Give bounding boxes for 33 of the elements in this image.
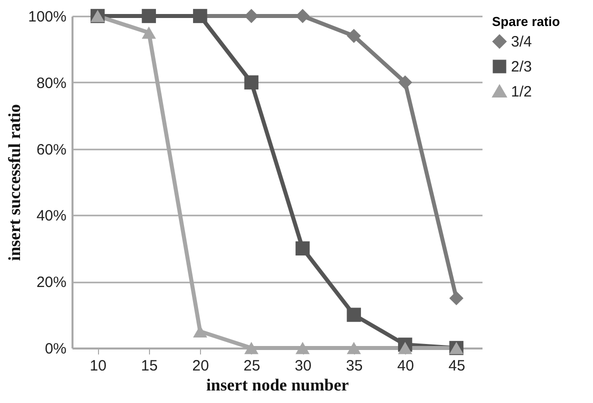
x-tick-label: 40	[397, 358, 414, 374]
x-tick-label: 30	[294, 358, 312, 374]
legend-label: 2/3	[511, 58, 532, 76]
point	[449, 291, 464, 306]
point	[346, 342, 361, 354]
y-tick-label: 100%	[28, 8, 66, 26]
x-tick-label: 20	[192, 358, 209, 374]
legend-label: 3/4	[511, 34, 532, 50]
point	[296, 342, 310, 354]
point	[244, 8, 258, 24]
y-tick-label: 0%	[44, 340, 66, 358]
legend-title: Spare ratio	[492, 14, 560, 29]
legend-label: 1/2	[511, 84, 532, 100]
point	[346, 308, 361, 322]
point	[346, 28, 361, 43]
point	[142, 26, 156, 39]
point	[244, 75, 258, 90]
point	[398, 75, 412, 90]
point	[296, 8, 310, 24]
x-tick-label: 10	[90, 358, 106, 374]
x-tick-label: 25	[244, 358, 260, 374]
x-tick-label: 35	[346, 358, 363, 374]
x-tick-label: 45	[448, 358, 466, 374]
y-tick-label: 80%	[36, 74, 66, 92]
point	[296, 241, 310, 256]
y-tick-label: 60%	[36, 141, 66, 158]
point	[398, 342, 412, 354]
y-tick-label: 20%	[36, 274, 66, 292]
x-tick-label: 15	[141, 358, 158, 374]
y-tick-label: 40%	[36, 208, 66, 225]
point	[244, 342, 258, 354]
x-axis-title: insert node number	[206, 376, 350, 394]
y-axis-title: insert successful ratio	[5, 104, 24, 261]
